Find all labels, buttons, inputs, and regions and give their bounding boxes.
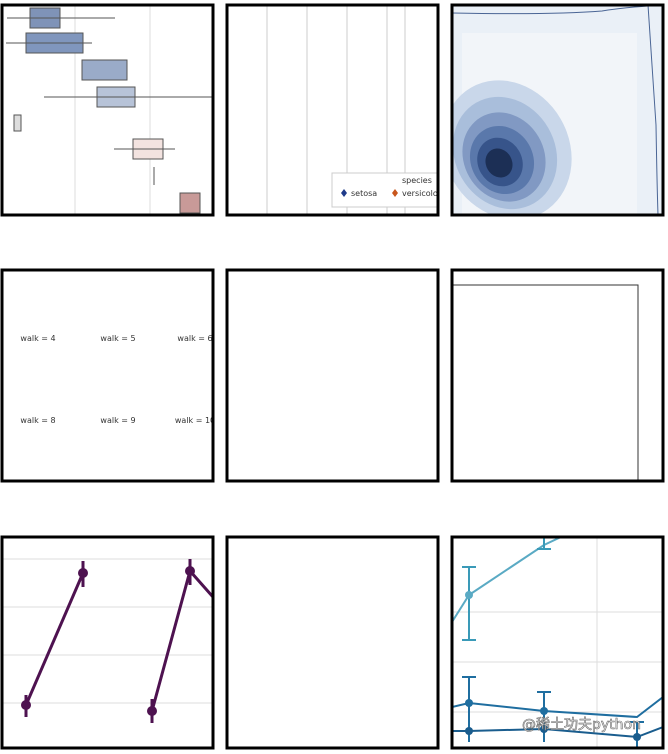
tile-frame xyxy=(225,268,440,483)
error-bar xyxy=(462,537,551,641)
error-bar xyxy=(462,676,644,748)
tile-frame xyxy=(0,268,215,483)
marginal xyxy=(452,5,663,15)
legend-marker xyxy=(392,189,398,197)
tile-frame xyxy=(450,3,665,217)
tile-errorbars[interactable] xyxy=(452,527,663,748)
axes xyxy=(452,284,639,481)
point xyxy=(540,725,548,733)
box xyxy=(13,114,22,132)
tile-kde[interactable] xyxy=(417,5,663,243)
tile-frame xyxy=(0,535,215,750)
point xyxy=(540,707,548,715)
legend-title: species xyxy=(402,176,432,185)
point xyxy=(21,700,31,710)
facet-title: walk = 6 xyxy=(177,334,212,343)
facet-title: walk = 10 xyxy=(175,416,215,425)
tile-boxplot[interactable] xyxy=(6,5,213,215)
tile-frame xyxy=(225,535,440,750)
point xyxy=(465,699,473,707)
marginal xyxy=(647,5,659,215)
tile-facets[interactable]: walk = 4 walk = 5 walk = 6 walk = 8 walk… xyxy=(20,334,215,425)
watermark: @稀土功夫python xyxy=(522,717,641,733)
tile-frame xyxy=(450,535,665,750)
point xyxy=(465,591,473,599)
tile-frame xyxy=(225,3,440,217)
tile-scatter[interactable] xyxy=(452,284,639,481)
legend-marker xyxy=(341,189,347,197)
point xyxy=(465,727,473,735)
point xyxy=(147,706,157,716)
point-line xyxy=(24,572,85,706)
series-line xyxy=(452,537,564,623)
facet-title: walk = 4 xyxy=(20,334,55,343)
tile-frame xyxy=(450,268,665,483)
facet-title: walk = 5 xyxy=(100,334,135,343)
facet-title: walk = 8 xyxy=(20,416,55,425)
box xyxy=(179,192,201,214)
facet-title: walk = 9 xyxy=(100,416,135,425)
point xyxy=(78,568,88,578)
legend-item: setosa xyxy=(351,189,377,198)
point xyxy=(633,733,641,741)
point xyxy=(185,566,195,576)
box xyxy=(81,59,128,81)
contour xyxy=(485,148,513,178)
tile-stripplot[interactable]: species setosa versicolor xyxy=(266,5,442,215)
tile-pointplot[interactable] xyxy=(2,558,213,723)
legend-box xyxy=(331,172,438,208)
legend-item: versicolor xyxy=(402,189,442,198)
tile-frame xyxy=(0,3,215,217)
